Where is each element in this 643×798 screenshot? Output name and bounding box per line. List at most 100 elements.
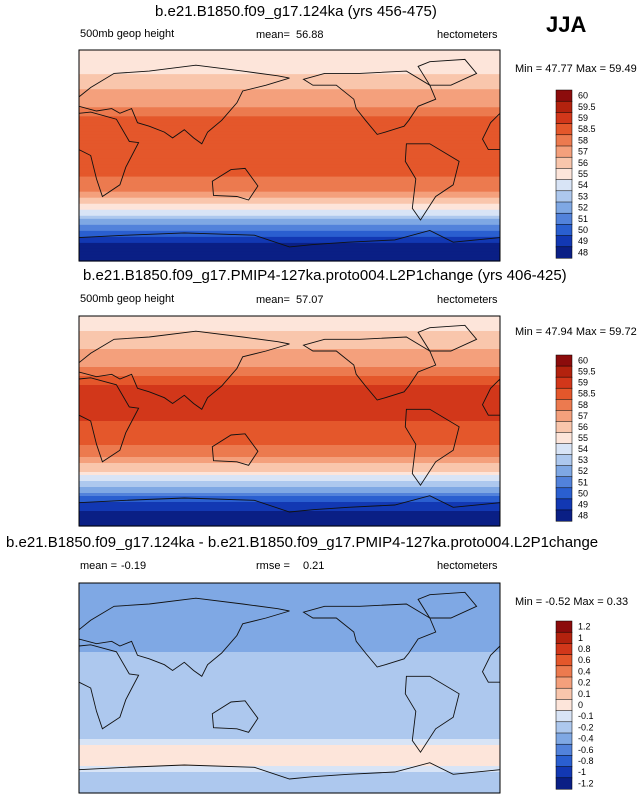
map-band-p1 — [79, 176, 500, 181]
colorbar-tick-label-p1: 52 — [578, 203, 588, 213]
map-band-p1 — [79, 230, 500, 235]
panel-1-mean-label: mean= — [256, 29, 290, 41]
panel-2-mean-label: mean= — [256, 294, 290, 306]
colorbar-swatch-p3 — [555, 766, 573, 779]
colorbar-tick-label-p1: 57 — [578, 147, 588, 157]
colorbar-tick-label-p2: 57 — [578, 411, 588, 421]
map-band-p1 — [79, 227, 500, 232]
colorbar-swatch-p3 — [555, 654, 573, 667]
map-band-p1 — [79, 86, 500, 90]
colorbar-tick-label-p3: 0.2 — [578, 678, 591, 688]
map-band-p3 — [79, 661, 500, 665]
colorbar-tick-label-p3: 0.6 — [578, 655, 591, 665]
map-band-p3 — [79, 595, 500, 599]
map-band-p2 — [79, 430, 500, 434]
colorbar-swatch-p1 — [555, 235, 573, 248]
map-band-p2 — [79, 337, 500, 341]
map-band-p1 — [79, 179, 500, 184]
colorbar-swatch-p3 — [555, 755, 573, 768]
map-band-p2 — [79, 328, 500, 332]
map-band-p2 — [79, 382, 500, 386]
map-band-p3 — [79, 703, 500, 707]
colorbar-tick-label-p3: 0 — [578, 700, 583, 710]
map-band-p1 — [79, 173, 500, 178]
map-band-p3 — [79, 775, 500, 779]
map-band-p2 — [79, 394, 500, 398]
map-band-p1 — [79, 170, 500, 175]
colorbar-swatch-p1 — [555, 156, 573, 169]
coastline-p1 — [404, 143, 460, 221]
map-band-p2 — [79, 484, 500, 488]
map-band-p1 — [79, 182, 500, 187]
map-band-p3 — [79, 610, 500, 614]
map-band-p3 — [79, 676, 500, 680]
colorbar-swatch-p3 — [555, 676, 573, 689]
map-band-p3 — [79, 682, 500, 686]
map-band-p2 — [79, 487, 500, 491]
colorbar-swatch-p3 — [555, 620, 573, 633]
colorbar-swatch-p3 — [555, 777, 573, 790]
colorbar-swatch-p1 — [555, 212, 573, 225]
map-band-p3 — [79, 787, 500, 791]
map-band-p3 — [79, 667, 500, 671]
map-band-p1 — [79, 236, 500, 241]
map-band-p2 — [79, 514, 500, 518]
map-band-p3 — [79, 634, 500, 638]
map-band-p1 — [79, 254, 500, 259]
map-band-p2 — [79, 433, 500, 437]
map-band-p1 — [79, 134, 500, 139]
map-band-p1 — [79, 212, 500, 217]
colorbar-tick-label-p2: 59 — [578, 378, 588, 388]
colorbar-tick-label-p2: 58 — [578, 400, 588, 410]
map-band-p3 — [79, 766, 500, 770]
map-band-p1 — [79, 245, 500, 250]
colorbar-swatch-p3 — [555, 643, 573, 656]
panel-3-mean-label: mean = — [80, 560, 117, 572]
map-band-p1 — [79, 98, 500, 102]
colorbar-tick-label-p3: -0.1 — [578, 711, 594, 721]
colorbar-swatch-p1 — [555, 246, 573, 259]
map-band-p2 — [79, 424, 500, 428]
map-band-p1 — [79, 122, 500, 126]
map-band-p2 — [79, 367, 500, 371]
map-band-p2 — [79, 448, 500, 452]
map-band-p2 — [79, 346, 500, 350]
colorbar-swatch-p2 — [555, 465, 573, 478]
colorbar-tick-label-p1: 58.5 — [578, 124, 596, 134]
map-band-p2 — [79, 397, 500, 401]
colorbar-swatch-p1 — [555, 224, 573, 237]
colorbar-swatch-p2 — [555, 387, 573, 400]
map-band-p3 — [79, 673, 500, 677]
map-band-p1 — [79, 221, 500, 226]
map-band-p3 — [79, 619, 500, 623]
map-band-p3 — [79, 706, 500, 710]
map-band-p2 — [79, 517, 500, 521]
coastline-p2 — [211, 433, 259, 466]
panel-1-title: b.e21.B1850.f09_g17.124ka (yrs 456-475) — [155, 3, 437, 20]
map-band-p2 — [79, 334, 500, 338]
map-band-p1 — [79, 218, 500, 223]
map-band-p1 — [79, 107, 500, 111]
colorbar-swatch-p1 — [555, 112, 573, 125]
map-band-p1 — [79, 110, 500, 114]
coastline-p3 — [302, 603, 437, 668]
colorbar-swatch-p2 — [555, 509, 573, 522]
map-band-p1 — [79, 143, 500, 148]
colorbar-tick-label-p1: 51 — [578, 214, 588, 224]
map-band-p2 — [79, 502, 500, 506]
map-band-p3 — [79, 613, 500, 617]
map-frame-p2 — [78, 315, 501, 527]
map-band-p1 — [79, 116, 500, 120]
colorbar-swatch-p1 — [555, 179, 573, 192]
map-band-p1 — [79, 155, 500, 160]
map-band-p3 — [79, 685, 500, 689]
map-band-p1 — [79, 80, 500, 84]
colorbar-tick-label-p1: 59.5 — [578, 102, 596, 112]
map-band-p3 — [79, 709, 500, 713]
map-band-p1 — [79, 257, 500, 262]
map-band-p2 — [79, 505, 500, 509]
panel-2-title: b.e21.B1850.f09_g17.PMIP4-127ka.proto004… — [83, 267, 567, 284]
coastline-p2 — [78, 377, 140, 463]
map-band-p2 — [79, 520, 500, 524]
map-band-p3 — [79, 784, 500, 788]
